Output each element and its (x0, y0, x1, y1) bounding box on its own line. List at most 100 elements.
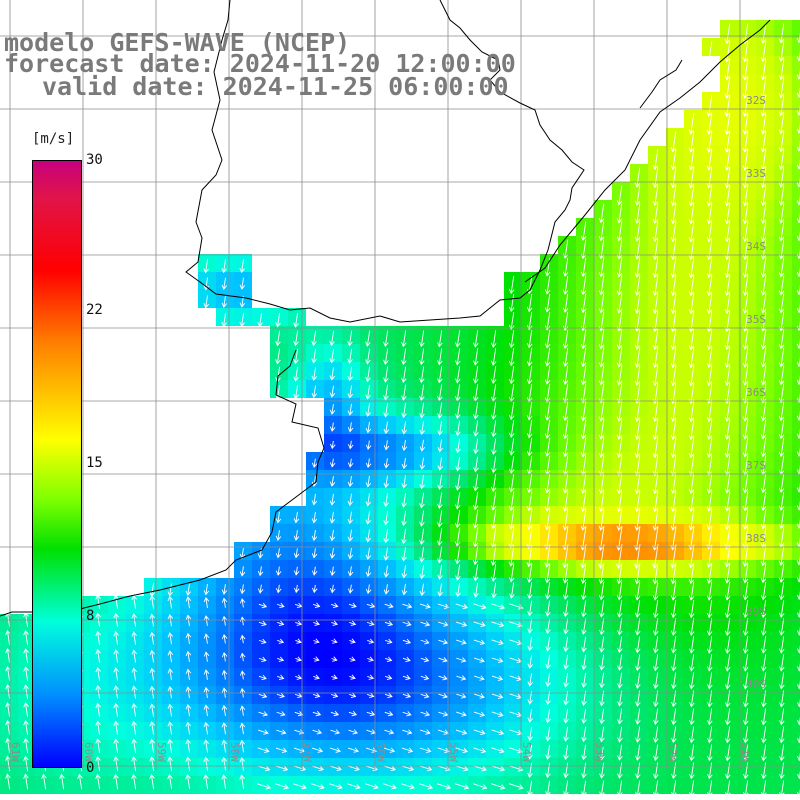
wind-arrow (581, 780, 587, 797)
wind-arrow (671, 708, 677, 726)
wind-arrow (581, 726, 587, 743)
wind-arrow (689, 726, 695, 744)
wind-arrow (707, 636, 713, 654)
wind-arrow (724, 455, 731, 476)
wind-arrow (311, 530, 318, 542)
wind-arrow (670, 365, 677, 387)
lon-label: 53W (593, 742, 606, 762)
wind-arrow (509, 621, 523, 628)
wind-arrow (562, 329, 569, 349)
wind-arrow (41, 773, 47, 790)
wind-arrow (796, 356, 800, 368)
wind-arrow (437, 474, 443, 491)
wind-arrow (706, 491, 713, 512)
wind-arrow (616, 563, 623, 585)
wind-arrow (653, 654, 659, 672)
wind-arrow (652, 365, 659, 387)
wind-arrow (598, 383, 605, 404)
wind-arrow (149, 703, 155, 717)
wind-cell (792, 164, 800, 182)
wind-arrow (349, 638, 356, 644)
wind-cell (792, 668, 800, 686)
wind-arrow (366, 692, 375, 698)
wind-arrow (544, 401, 551, 421)
wind-arrow (473, 765, 487, 772)
wind-arrow (401, 330, 407, 348)
wind-arrow (367, 674, 375, 680)
wind-arrow (473, 582, 479, 598)
wind-cell (792, 524, 800, 542)
wind-arrow (778, 221, 785, 242)
wind-arrow (311, 493, 318, 506)
wind-arrow (113, 756, 119, 772)
wind-arrow (598, 473, 605, 495)
wind-arrow (185, 721, 192, 735)
wind-arrow (706, 563, 713, 585)
wind-arrow (347, 348, 353, 364)
wind-arrow (562, 383, 569, 404)
wind-arrow (670, 275, 677, 297)
wind-arrow (724, 94, 731, 117)
wind-arrow (221, 597, 228, 608)
wind-arrow (313, 692, 321, 698)
wind-arrow (437, 366, 443, 384)
wind-arrow (778, 437, 785, 458)
wind-arrow (634, 221, 641, 242)
wind-arrow (742, 130, 749, 153)
wind-arrow (652, 293, 659, 315)
wind-arrow (742, 347, 749, 368)
wind-arrow (277, 656, 285, 662)
wind-arrow (23, 737, 29, 754)
wind-arrow (617, 762, 623, 779)
wind-cell (792, 308, 800, 326)
colorbar-tick-8: 8 (86, 608, 95, 624)
wind-arrow (581, 636, 587, 653)
wind-arrow (598, 437, 605, 458)
wind-arrow (778, 383, 785, 404)
wind-arrow (760, 185, 767, 207)
wind-arrow (724, 185, 731, 207)
coastline-lagoon (639, 59, 683, 109)
wind-arrow (491, 729, 505, 736)
wind-arrow (401, 421, 408, 435)
wind-arrow (294, 584, 300, 594)
wind-arrow (778, 203, 785, 224)
wind-arrow (455, 583, 461, 598)
wind-arrow (688, 185, 695, 207)
wind-arrow (167, 685, 174, 699)
wind-arrow (653, 780, 659, 798)
wind-arrow (670, 347, 677, 369)
wind-arrow (742, 203, 749, 225)
wind-arrow (329, 385, 336, 398)
wind-arrow (634, 275, 641, 296)
wind-arrow (384, 710, 394, 717)
wind-arrow (203, 669, 210, 680)
wind-arrow (203, 721, 210, 735)
wind-arrow (706, 581, 713, 601)
wind-arrow (203, 615, 210, 626)
wind-arrow (455, 420, 461, 437)
wind-arrow (5, 719, 11, 736)
wind-arrow (275, 348, 281, 365)
wind-arrow (634, 473, 641, 495)
wind-arrow (742, 544, 749, 568)
wind-arrow (635, 708, 641, 725)
wind-arrow (616, 221, 623, 242)
wind-cell (792, 506, 800, 524)
wind-arrow (402, 603, 413, 609)
wind-arrow (383, 493, 389, 508)
wind-arrow (707, 762, 713, 780)
wind-arrow (491, 603, 506, 610)
wind-arrow (490, 509, 497, 530)
lat-label: 36S (746, 386, 766, 399)
wind-arrow (724, 419, 731, 440)
wind-arrow (652, 491, 659, 513)
wind-arrow (275, 783, 289, 790)
wind-arrow (796, 374, 800, 386)
wind-arrow (311, 566, 318, 576)
wind-arrow (652, 473, 659, 495)
wind-arrow (670, 419, 677, 441)
wind-arrow (779, 780, 785, 798)
wind-arrow (95, 738, 101, 754)
